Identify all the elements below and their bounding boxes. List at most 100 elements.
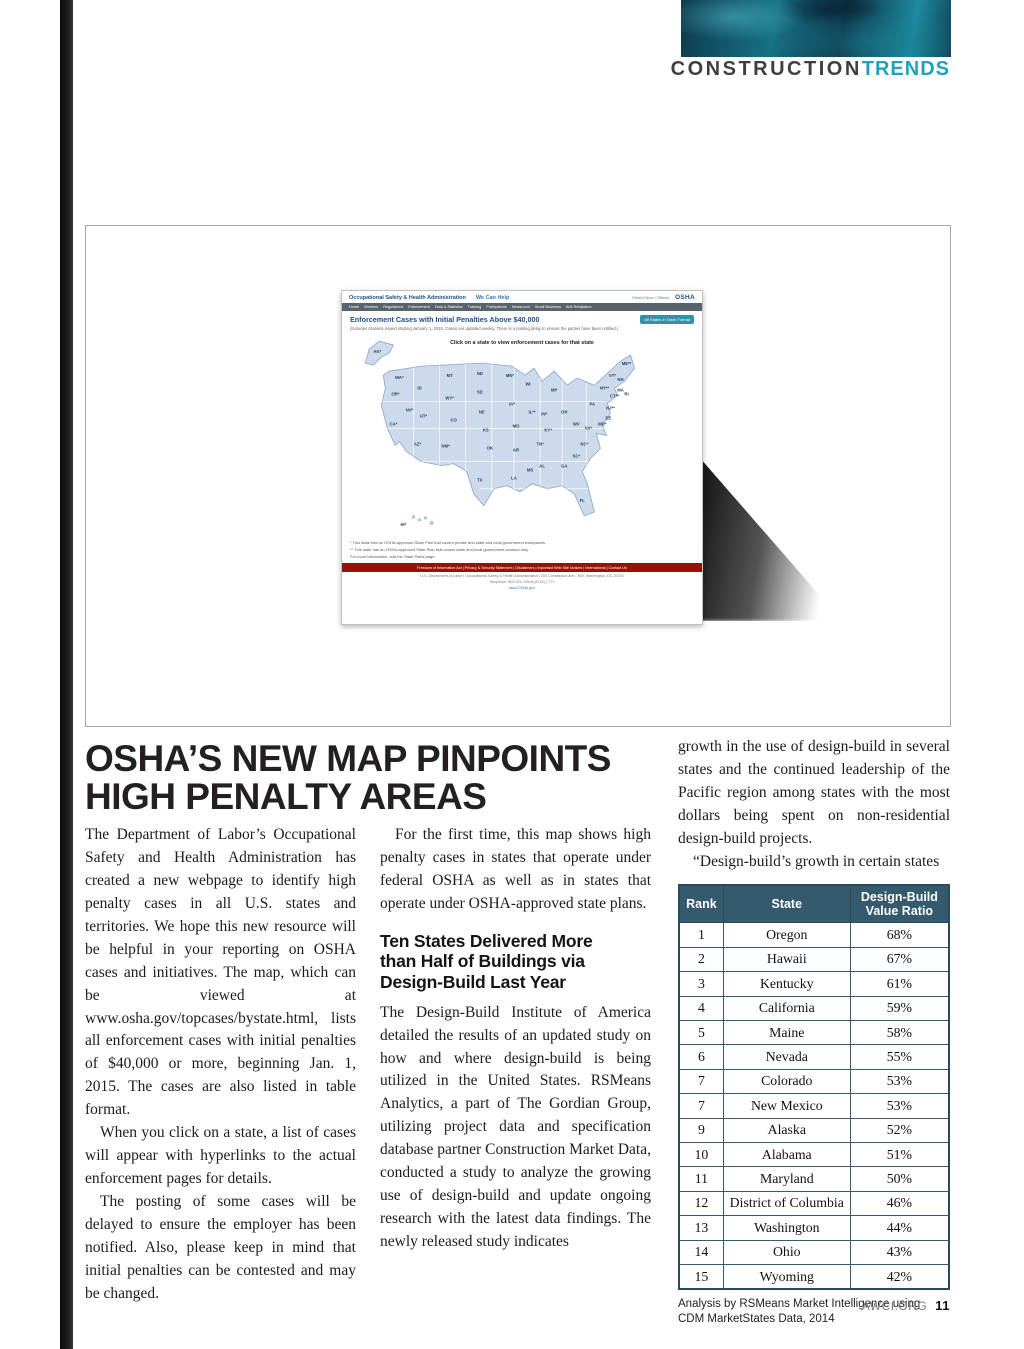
rank-cell: 3 bbox=[678, 971, 724, 997]
osha-page-title: Enforcement Cases with Initial Penalties… bbox=[350, 315, 540, 324]
state-cell: Alabama bbox=[722, 1142, 851, 1168]
state-label: SC* bbox=[573, 454, 581, 459]
rank-cell: 1 bbox=[678, 922, 724, 948]
table-format-button: All States in Table Format bbox=[640, 315, 694, 324]
section-title-construction: CONSTRUCTION bbox=[670, 58, 862, 80]
nav-item: Data & Statistics bbox=[434, 305, 463, 309]
rank-cell: 15 bbox=[678, 1264, 724, 1290]
table-row: 6 Nevada 55% bbox=[678, 1044, 950, 1070]
table-row: 9 Alaska 52% bbox=[678, 1117, 950, 1144]
state-label: MD* bbox=[598, 421, 607, 426]
table-row: 10 Alabama 51% bbox=[678, 1142, 950, 1168]
state-label: NY** bbox=[600, 385, 610, 390]
article-column-1: The Department of Labor’s Occupational S… bbox=[85, 824, 356, 1306]
rank-cell: 11 bbox=[678, 1166, 724, 1192]
ratio-cell: 55% bbox=[849, 1044, 950, 1070]
state-cell: Oregon bbox=[722, 922, 851, 948]
screenshot-frame: Occupational Safety & Health Administrat… bbox=[85, 225, 951, 727]
page-footer: AWCI.ORG 11 bbox=[862, 1298, 950, 1313]
osha-content: Enforcement Cases with Initial Penalties… bbox=[342, 311, 702, 560]
ratio-cell: 42% bbox=[849, 1264, 950, 1290]
state-label: CT** bbox=[610, 393, 619, 398]
page-spine bbox=[60, 0, 73, 1349]
table-row: 12 District of Columbia 46% bbox=[678, 1190, 950, 1217]
state-label: TX bbox=[477, 478, 483, 483]
rank-table-body: 1 Oregon 68% 2 Hawaii 67% 3 Kentucky 61% 4 Califor… bbox=[678, 922, 950, 1290]
ratio-cell: 52% bbox=[849, 1117, 950, 1144]
state-label: DE bbox=[605, 415, 611, 420]
state-label: NJ** bbox=[606, 405, 615, 410]
footnote-1: * This state has an OSHA-approved State … bbox=[350, 540, 547, 545]
state-cell: Kentucky bbox=[722, 971, 851, 997]
footer-site: AWCI.ORG bbox=[861, 1299, 928, 1313]
osha-utility-links: What’s New | Offices bbox=[632, 295, 670, 300]
state-label: OK bbox=[487, 446, 493, 451]
state-label: WY* bbox=[445, 395, 454, 400]
state-label: FL bbox=[580, 498, 586, 503]
state-label: SD bbox=[477, 389, 483, 394]
rank-cell: 4 bbox=[678, 995, 724, 1022]
state-label: NV* bbox=[406, 407, 414, 412]
we-can-help-link: We Can Help bbox=[475, 294, 510, 301]
ratio-cell: 59% bbox=[849, 995, 950, 1022]
nav-item: Training bbox=[467, 305, 482, 309]
table-header-row: Rank State Design-Build Value Ratio bbox=[678, 884, 950, 924]
state-label: MO bbox=[513, 423, 521, 428]
table-row: 7 Colorado 53% bbox=[678, 1068, 950, 1095]
state-label: NH bbox=[617, 377, 623, 382]
state-label: WI bbox=[525, 381, 530, 386]
rank-cell: 2 bbox=[678, 946, 724, 973]
screenshot-shadow bbox=[700, 458, 842, 621]
state-label: IA* bbox=[509, 401, 515, 406]
state-label: ID bbox=[417, 385, 421, 390]
state-label: CO bbox=[451, 417, 458, 422]
paragraph: The Design-Build Institute of America de… bbox=[380, 1003, 651, 1251]
state-label: KS bbox=[483, 427, 489, 432]
osha-nav: Home Workers Regulations Enforcement Data & … bbox=[342, 303, 702, 311]
osha-map-area: Click on a state to view enforcement cas… bbox=[350, 333, 694, 539]
state-label: MS bbox=[527, 468, 534, 473]
section-title-trends: TRENDS bbox=[861, 58, 950, 80]
state-cell: Maine bbox=[722, 1019, 851, 1046]
nav-item: Newsroom bbox=[511, 305, 530, 309]
state-cell: New Mexico bbox=[722, 1093, 851, 1119]
state-label: IL** bbox=[529, 409, 536, 414]
rank-cell: 5 bbox=[678, 1019, 724, 1046]
state-label: LA bbox=[511, 476, 517, 481]
state-cell: Ohio bbox=[722, 1239, 851, 1266]
headline-line-1: OSHA’S NEW MAP PINPOINTS bbox=[85, 738, 611, 779]
header-ratio: Design-Build Value Ratio bbox=[849, 884, 950, 924]
header-photo bbox=[681, 0, 951, 57]
rank-cell: 13 bbox=[678, 1215, 724, 1241]
ratio-cell: 43% bbox=[849, 1239, 950, 1266]
state-label: IN* bbox=[541, 411, 547, 416]
state-cell: Maryland bbox=[722, 1166, 851, 1192]
address-line-2: Telephone: 800-321-OSHA (6742) | TTY bbox=[489, 580, 555, 585]
design-build-table: Rank State Design-Build Value Ratio 1 Ore… bbox=[678, 883, 950, 1291]
paragraph: “Design-build’s growth in certain states bbox=[693, 852, 940, 870]
osha-site-name: Occupational Safety & Health Administrat… bbox=[349, 294, 466, 301]
osha-header: Occupational Safety & Health Administrat… bbox=[342, 291, 702, 303]
paragraph: The posting of some cases will be delaye… bbox=[85, 1193, 356, 1302]
osha-screenshot: Occupational Safety & Health Administrat… bbox=[341, 290, 703, 625]
state-label: RI bbox=[624, 391, 628, 396]
table-row: 1 Oregon 68% bbox=[678, 922, 950, 948]
ratio-cell: 44% bbox=[849, 1215, 950, 1241]
article-subhead: Ten States Delivered More than Half of B… bbox=[380, 930, 593, 993]
state-label: HI* bbox=[400, 522, 406, 527]
map-labels: AK* WA* OR* CA* NV* ID MT WY* UT* AZ* CO NM* ND SD NE K… bbox=[373, 349, 631, 527]
nav-item: Home bbox=[349, 305, 360, 309]
state-cell: District of Columbia bbox=[722, 1190, 851, 1217]
state-label: MT bbox=[447, 373, 454, 378]
state-label: AZ* bbox=[414, 442, 422, 447]
ratio-cell: 53% bbox=[849, 1093, 950, 1119]
state-label: PA bbox=[590, 401, 596, 406]
footnote-2: ** This state has an OSHA-approved State… bbox=[350, 546, 529, 552]
state-label: AR bbox=[513, 448, 519, 453]
osha-logo: OSHA bbox=[675, 294, 695, 301]
hawaii-shape bbox=[411, 515, 434, 525]
paragraph: growth in the use of design-build in sev… bbox=[678, 738, 950, 847]
osha-address: U.S. Department of Labor | Occupational … bbox=[342, 574, 702, 592]
state-label: MI* bbox=[551, 387, 558, 392]
